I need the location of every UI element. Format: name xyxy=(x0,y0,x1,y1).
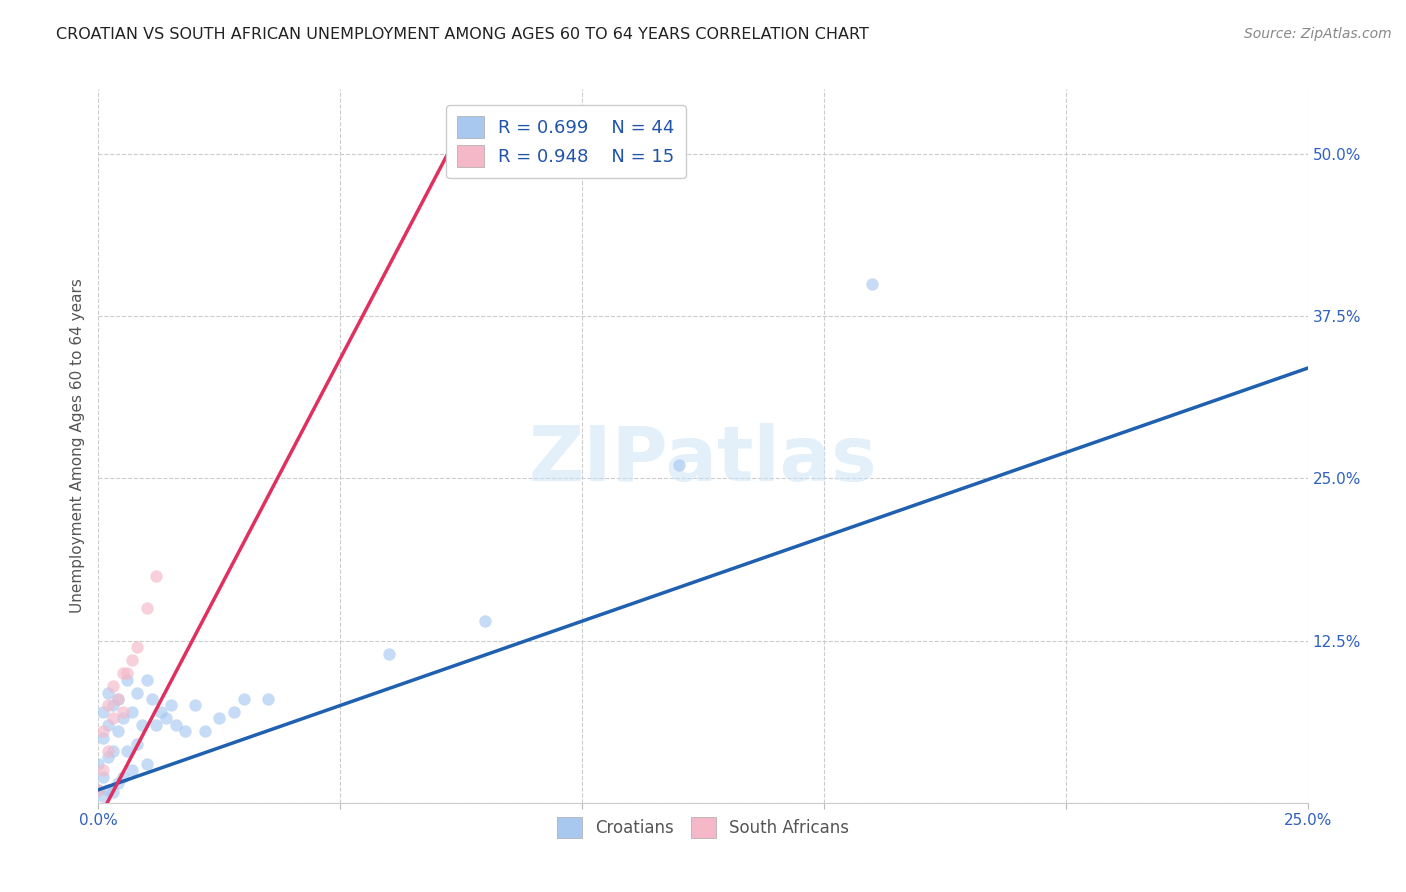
Point xyxy=(111,770,134,784)
Point xyxy=(174,724,197,739)
Text: ZIPatlas: ZIPatlas xyxy=(529,424,877,497)
Point xyxy=(111,711,134,725)
Point xyxy=(160,698,183,713)
Point xyxy=(97,698,120,713)
Point xyxy=(135,756,157,771)
Point xyxy=(87,756,110,771)
Point xyxy=(141,692,163,706)
Point xyxy=(107,724,129,739)
Point xyxy=(91,789,114,804)
Point xyxy=(135,673,157,687)
Point xyxy=(97,750,120,764)
Point xyxy=(107,776,129,790)
Point xyxy=(668,458,690,473)
Point xyxy=(101,744,124,758)
Legend: Croatians, South Africans: Croatians, South Africans xyxy=(550,811,856,845)
Point xyxy=(107,692,129,706)
Point xyxy=(91,705,114,719)
Point xyxy=(184,698,207,713)
Point xyxy=(121,653,143,667)
Point xyxy=(97,782,120,797)
Point xyxy=(91,764,114,778)
Point xyxy=(145,718,167,732)
Point xyxy=(208,711,231,725)
Point xyxy=(97,685,120,699)
Point xyxy=(150,705,173,719)
Point xyxy=(101,679,124,693)
Point xyxy=(97,718,120,732)
Point xyxy=(117,673,139,687)
Point xyxy=(91,724,114,739)
Point xyxy=(232,692,254,706)
Point xyxy=(222,705,245,719)
Point xyxy=(256,692,278,706)
Point xyxy=(117,744,139,758)
Point xyxy=(87,782,110,797)
Point xyxy=(127,738,149,752)
Point xyxy=(107,692,129,706)
Point xyxy=(87,782,110,797)
Point xyxy=(155,711,177,725)
Point xyxy=(127,640,149,654)
Text: CROATIAN VS SOUTH AFRICAN UNEMPLOYMENT AMONG AGES 60 TO 64 YEARS CORRELATION CHA: CROATIAN VS SOUTH AFRICAN UNEMPLOYMENT A… xyxy=(56,27,869,42)
Point xyxy=(97,744,120,758)
Point xyxy=(131,718,153,732)
Point xyxy=(111,705,134,719)
Point xyxy=(101,711,124,725)
Point xyxy=(91,770,114,784)
Point xyxy=(121,705,143,719)
Point xyxy=(377,647,399,661)
Point xyxy=(121,764,143,778)
Point xyxy=(194,724,217,739)
Point xyxy=(127,685,149,699)
Point xyxy=(117,666,139,681)
Text: Source: ZipAtlas.com: Source: ZipAtlas.com xyxy=(1244,27,1392,41)
Y-axis label: Unemployment Among Ages 60 to 64 years: Unemployment Among Ages 60 to 64 years xyxy=(69,278,84,614)
Point xyxy=(135,601,157,615)
Point xyxy=(474,614,496,628)
Point xyxy=(165,718,187,732)
Point xyxy=(91,731,114,745)
Point xyxy=(101,785,124,799)
Point xyxy=(145,568,167,582)
Point xyxy=(111,666,134,681)
Point xyxy=(101,698,124,713)
Point xyxy=(860,277,883,291)
